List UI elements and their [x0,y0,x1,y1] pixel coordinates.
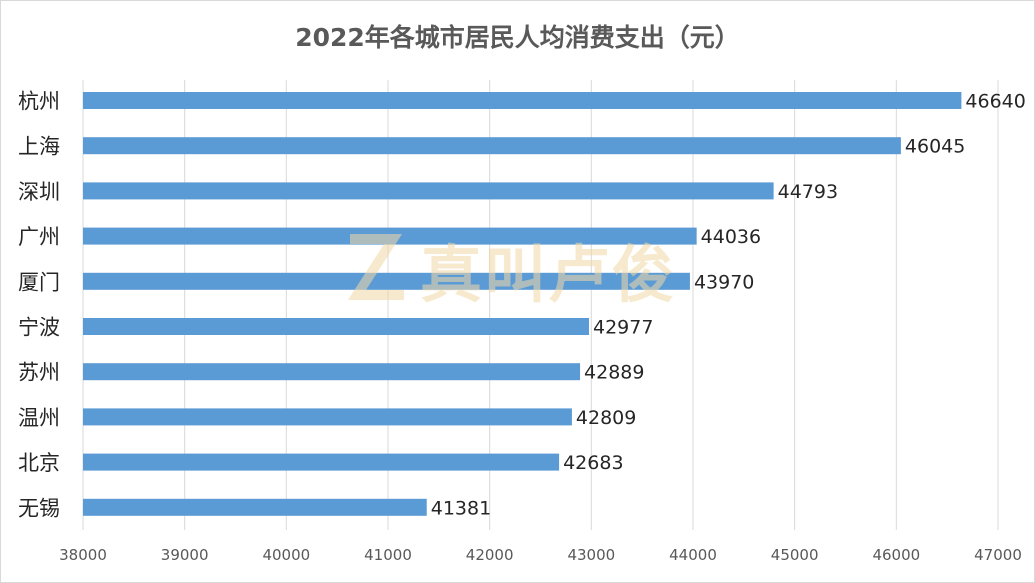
bar [83,137,901,155]
value-label: 42889 [584,362,644,384]
category-label: 苏州 [18,361,60,385]
value-label: 42683 [563,452,623,474]
category-label: 深圳 [18,180,60,204]
x-tick-label: 45000 [771,546,819,564]
bar [83,272,690,290]
x-tick-label: 47000 [974,546,1022,564]
category-label: 上海 [18,135,60,159]
x-tick-label: 43000 [567,546,615,564]
bar [83,318,589,335]
category-label: 杭州 [18,90,60,114]
bar [83,408,572,426]
value-label: 42977 [593,317,653,339]
category-label: 北京 [18,451,60,475]
x-tick-label: 41000 [364,546,412,564]
bar [83,453,560,471]
bar [83,182,774,200]
category-label: 厦门 [18,270,60,294]
x-tick-label: 39000 [161,546,209,564]
value-label: 44036 [701,226,761,248]
value-label: 44793 [778,181,838,203]
value-label: 42809 [576,407,636,429]
category-label: 宁波 [18,316,60,340]
value-label: 43970 [694,271,754,293]
x-tick-label: 42000 [466,546,514,564]
bar [83,227,697,245]
x-tick-label: 44000 [669,546,717,564]
bar [83,363,581,381]
category-label: 广州 [18,225,60,249]
category-label: 温州 [18,406,60,430]
value-label: 41381 [431,497,491,519]
x-tick-label: 40000 [262,546,310,564]
chart-title: 2022年各城市居民人均消费支出（元） [295,23,740,52]
x-tick-label: 46000 [872,546,920,564]
x-tick-label: 38000 [59,546,107,564]
value-label: 46640 [965,91,1025,113]
category-label: 无锡 [18,496,60,520]
value-label: 46045 [905,136,965,158]
bar [83,498,427,516]
bar [83,92,962,109]
